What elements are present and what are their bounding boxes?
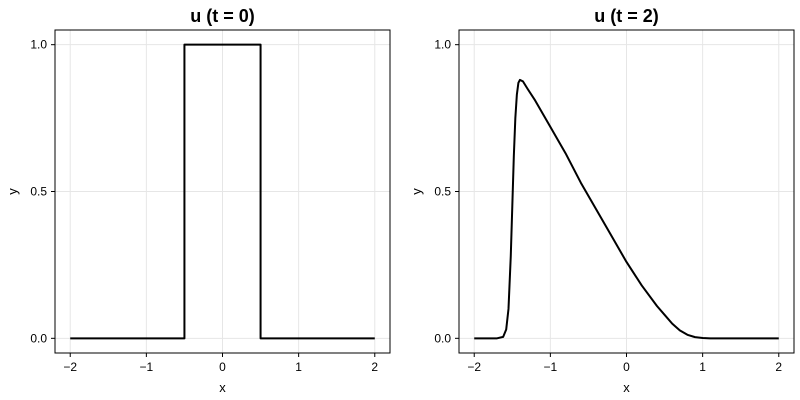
x-tick-label: −1 xyxy=(544,360,558,374)
x-tick-label: 1 xyxy=(699,360,706,374)
series-line xyxy=(70,43,375,340)
y-tick-label: 0.5 xyxy=(30,185,47,199)
y-tick-label: 0.5 xyxy=(434,185,451,199)
y-tick-label: 1.0 xyxy=(30,38,47,52)
y-tick-label: 0.0 xyxy=(434,331,451,345)
chart-panel-1: −2 −1 0 1 2 0.0 0.5 1.0 u (t = 0) x y xyxy=(5,6,391,395)
x-tick-label: 0 xyxy=(623,360,630,374)
x-tick-label: 1 xyxy=(295,360,302,374)
x-tick-label: −2 xyxy=(467,360,481,374)
y-axis-label: y xyxy=(409,188,424,195)
y-axis-label: y xyxy=(5,188,20,195)
x-tick-label: −2 xyxy=(63,360,77,374)
chart-title: u (t = 2) xyxy=(594,6,659,26)
y-tick-label: 1.0 xyxy=(434,38,451,52)
x-axis-label: x xyxy=(219,380,226,395)
y-tick-label: 0.0 xyxy=(30,331,47,345)
chart-title: u (t = 0) xyxy=(190,6,255,26)
x-tick-label: −1 xyxy=(140,360,154,374)
chart-panel-2: −2 −1 0 1 2 0.0 0.5 1.0 u (t = 2) x y xyxy=(409,6,795,395)
x-axis-label: x xyxy=(623,380,630,395)
x-tick-label: 0 xyxy=(219,360,226,374)
x-tick-label: 2 xyxy=(775,360,782,374)
x-tick-label: 2 xyxy=(371,360,378,374)
series-line xyxy=(474,78,779,340)
